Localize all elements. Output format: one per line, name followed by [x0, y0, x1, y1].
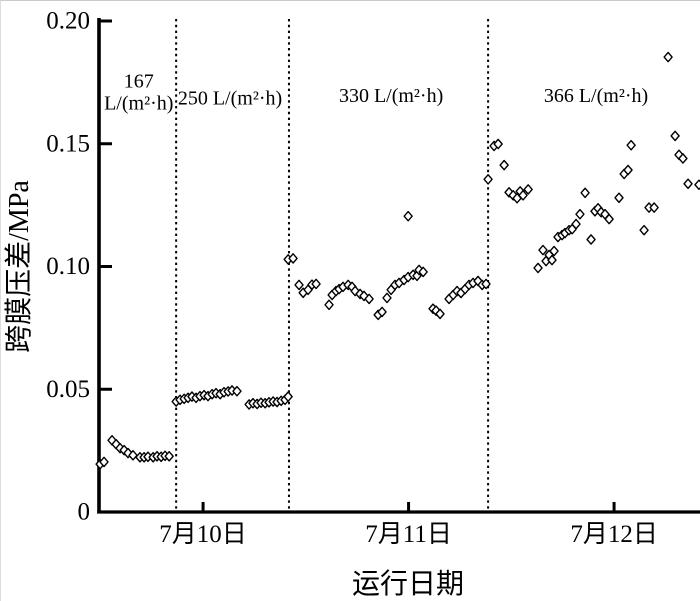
x-tick-label: 7月12日 — [570, 521, 658, 548]
data-point — [508, 190, 518, 201]
data-point — [324, 299, 334, 311]
data-point — [694, 179, 700, 191]
x-tick-label: 7月10日 — [159, 521, 247, 548]
data-point — [549, 245, 559, 257]
data-point — [164, 450, 174, 462]
flux-region-label: 167 — [124, 70, 154, 92]
y-tick-label: 0.10 — [46, 253, 90, 280]
data-point — [538, 244, 548, 256]
flux-region-label: 366 L/(m²·h) — [544, 85, 648, 107]
data-point — [586, 234, 596, 245]
data-point — [382, 292, 392, 304]
data-point — [483, 174, 493, 185]
data-point — [232, 385, 242, 397]
y-tick-label: 0.05 — [46, 376, 90, 403]
flux-region-label: L/(m²·h) — [104, 92, 173, 114]
y-axis-title: 跨膜压差/MPa — [3, 180, 35, 353]
flux-region-label: 330 L/(m²·h) — [339, 85, 443, 107]
data-point — [119, 444, 129, 456]
data-point — [493, 138, 503, 150]
data-point — [311, 278, 321, 290]
data-point — [614, 192, 624, 204]
data-point — [364, 293, 374, 305]
data-point — [481, 278, 491, 290]
data-point — [626, 139, 636, 151]
y-tick-label: 0.20 — [46, 8, 90, 35]
data-point — [639, 224, 649, 236]
data-point — [294, 279, 304, 291]
data-point — [435, 308, 445, 320]
data-point — [128, 449, 138, 461]
data-point — [418, 266, 428, 278]
data-point — [670, 130, 680, 142]
data-point — [499, 159, 509, 171]
data-point — [678, 153, 688, 164]
x-axis-title: 运行日期 — [352, 568, 464, 600]
data-point — [663, 51, 673, 63]
data-point — [523, 184, 533, 195]
flux-region-label: 250 L/(m²·h) — [178, 87, 282, 109]
data-point — [623, 164, 633, 176]
data-point — [575, 208, 585, 220]
data-point — [359, 290, 369, 302]
data-point — [571, 218, 581, 230]
data-point — [649, 202, 659, 213]
data-point — [403, 210, 413, 222]
data-point — [580, 187, 590, 199]
data-point — [533, 262, 543, 274]
x-tick-label: 7月11日 — [365, 521, 452, 548]
data-point — [288, 253, 298, 264]
data-point — [377, 306, 387, 318]
data-point — [350, 285, 360, 297]
y-tick-label: 0.15 — [46, 130, 90, 157]
y-tick-label: 0 — [78, 499, 91, 526]
data-point — [683, 178, 693, 190]
data-point — [547, 254, 557, 266]
data-point — [283, 391, 293, 402]
data-point — [99, 456, 109, 468]
data-point — [604, 213, 614, 225]
data-point — [518, 190, 528, 201]
